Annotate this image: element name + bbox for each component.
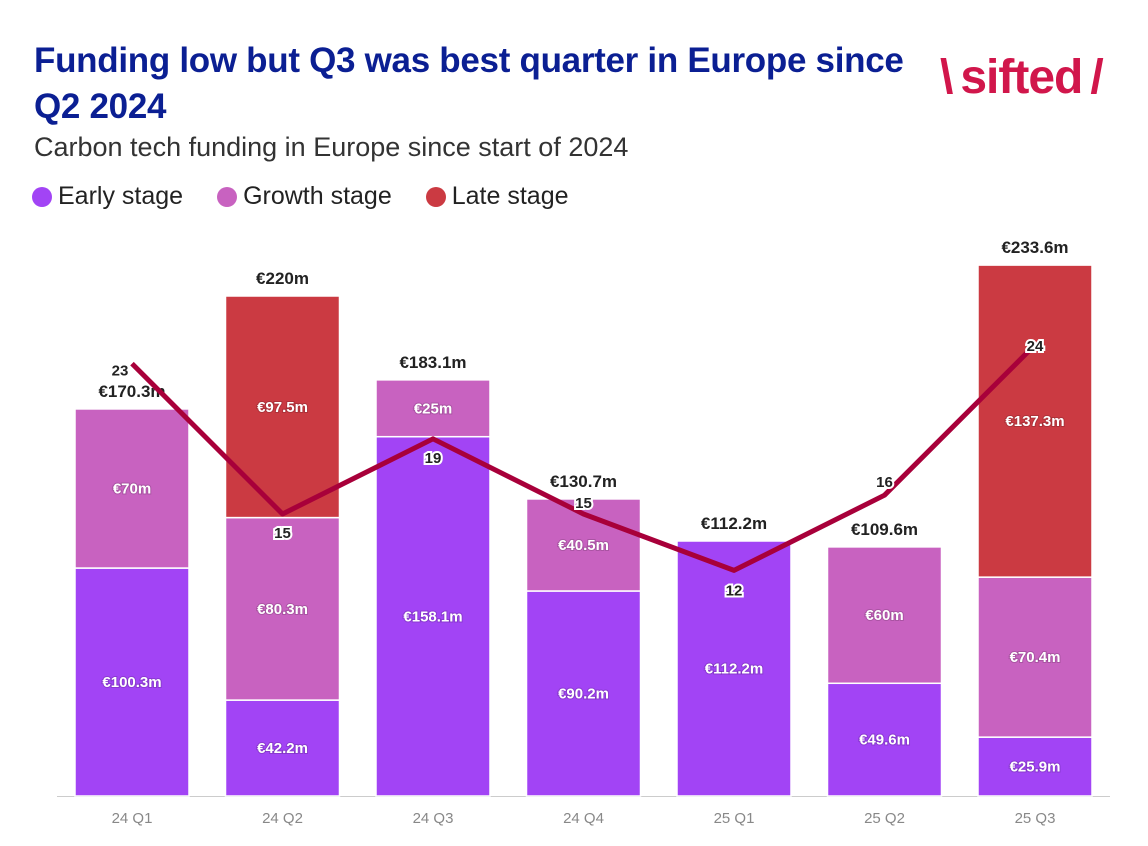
bar-value-label: €49.6m bbox=[859, 732, 910, 749]
total-label: €130.7m bbox=[550, 472, 617, 491]
deal-count-line bbox=[130, 343, 1037, 573]
bar-value-label: €137.3m bbox=[1005, 413, 1064, 430]
bar-value-label: €100.3m bbox=[102, 674, 161, 691]
legend-item-late: Late stage bbox=[425, 182, 569, 211]
bar-growth bbox=[74, 408, 190, 569]
legend-label: Late stage bbox=[451, 182, 569, 210]
legend-swatch-early bbox=[32, 186, 52, 207]
bar-value-label: €90.2m bbox=[558, 686, 609, 703]
bar-value-label: €42.2m bbox=[257, 740, 308, 757]
x-tick-label: 24 Q1 bbox=[112, 810, 153, 827]
bar-value-label: €70.4m bbox=[1010, 649, 1061, 666]
legend-swatch-growth bbox=[217, 186, 238, 207]
deal-count-label: 12 bbox=[726, 582, 743, 599]
legend-swatch-late bbox=[425, 186, 446, 207]
bar-early bbox=[375, 435, 491, 797]
legend-item-growth: Growth stage bbox=[217, 182, 392, 211]
deal-count-label: 24 bbox=[1027, 338, 1044, 355]
bar-growth bbox=[826, 546, 943, 685]
sifted-logo: \ sifted / bbox=[940, 51, 1104, 104]
total-label: €183.1m bbox=[399, 353, 466, 372]
deal-count-label: 16 bbox=[876, 474, 893, 491]
bar-late bbox=[224, 295, 341, 519]
x-tick-label: 24 Q2 bbox=[262, 810, 303, 827]
bar-early bbox=[224, 699, 341, 797]
bar-value-label: €158.1m bbox=[403, 608, 462, 625]
bar-early bbox=[525, 590, 642, 797]
total-label: €220m bbox=[256, 269, 309, 288]
bar-late bbox=[977, 264, 1093, 578]
bar-value-label: €80.3m bbox=[257, 601, 308, 618]
bar-value-label: €70m bbox=[113, 481, 151, 498]
legend-label: Early stage bbox=[58, 182, 184, 210]
chart-title: Funding low but Q3 was best quarter in E… bbox=[34, 41, 904, 126]
total-label: €233.6m bbox=[1001, 238, 1068, 257]
bar-growth bbox=[375, 379, 491, 438]
x-tick-label: 25 Q1 bbox=[714, 810, 755, 827]
x-tick-label: 25 Q3 bbox=[1015, 810, 1056, 827]
x-tick-label: 25 Q2 bbox=[864, 810, 905, 827]
bar-value-label: €97.5m bbox=[257, 399, 308, 416]
total-label: €112.2m bbox=[701, 514, 767, 533]
bar-early bbox=[826, 682, 943, 797]
deal-count-label: 23 bbox=[112, 363, 129, 380]
total-label: €170.3m bbox=[98, 382, 165, 401]
bar-early bbox=[977, 736, 1093, 797]
deal-count-label: 15 bbox=[274, 525, 291, 542]
legend-item-early: Early stage bbox=[32, 182, 183, 211]
bar-early bbox=[676, 540, 792, 797]
chart-subtitle: Carbon tech funding in Europe since star… bbox=[34, 132, 629, 162]
x-tick-label: 24 Q4 bbox=[563, 810, 604, 827]
bar-growth bbox=[977, 576, 1093, 738]
legend: Early stage Growth stage Late stage bbox=[32, 182, 569, 211]
bar-value-label: €40.5m bbox=[558, 537, 609, 554]
bar-growth bbox=[224, 516, 341, 701]
total-label: €109.6m bbox=[851, 520, 918, 539]
bar-early bbox=[74, 567, 190, 797]
bar-value-label: €25m bbox=[414, 400, 452, 417]
bar-value-label: €60m bbox=[865, 607, 903, 624]
bar-value-label: €112.2m bbox=[705, 661, 763, 678]
legend-label: Growth stage bbox=[243, 182, 392, 210]
x-tick-label: 24 Q3 bbox=[413, 810, 454, 827]
deal-count-label: 19 bbox=[425, 450, 442, 467]
deal-count-label: 15 bbox=[575, 495, 592, 512]
bar-value-label: €25.9m bbox=[1010, 759, 1061, 776]
